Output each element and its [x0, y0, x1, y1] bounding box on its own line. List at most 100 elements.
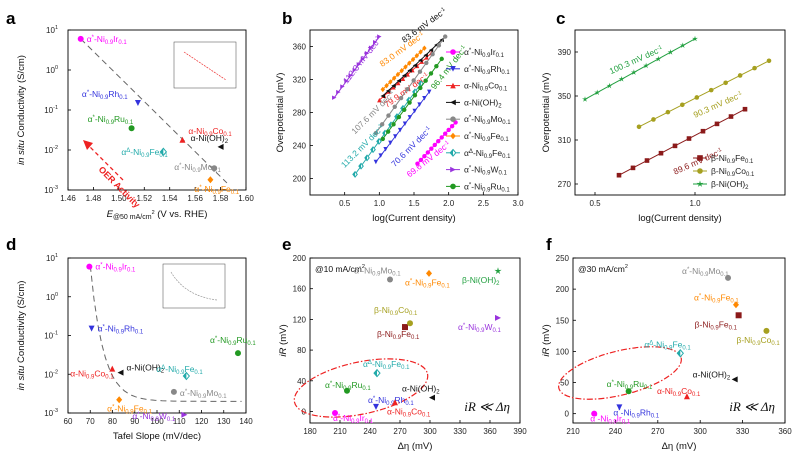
marker-fill: [358, 163, 362, 169]
panel-c-y-tick-label: 310: [558, 136, 572, 145]
panel-a-x-tick-label: 1.48: [86, 194, 102, 203]
series-point-Ni: [412, 63, 418, 68]
series-point-Mo: [386, 113, 391, 118]
series-point-Fe: [380, 86, 385, 93]
series-point-Rh: [373, 159, 379, 165]
panel-a-x-tick-label: 1.46: [60, 194, 76, 203]
panel-d-x-tick-label: 70: [86, 417, 95, 426]
series-point-W: [360, 56, 366, 61]
series-point-Fe_cyan: [358, 162, 364, 170]
panel-d-y-tick-label: 101: [46, 253, 58, 263]
point-Ir: [86, 263, 93, 270]
series-point-W: [377, 34, 382, 39]
series-point-Co: [405, 72, 410, 77]
panel-e-x-tick-label: 300: [423, 427, 437, 436]
label-Ni: α-Ni(OH)2: [127, 363, 165, 375]
marker-fill: [370, 146, 374, 153]
label-Mo: α*-Ni0.9Mo0.1: [174, 162, 221, 174]
panel-e-y-tick-label: 160: [293, 285, 307, 294]
panel-d-x-tick-label: 80: [108, 417, 117, 426]
panel-f-y-tick-label: 250: [556, 254, 570, 263]
series-point-W: [348, 73, 353, 78]
series-point-Ru: [380, 136, 385, 142]
label-Mo: α*-Ni0.9Mo0.1: [180, 388, 227, 400]
series-point-Ru: [423, 78, 428, 83]
series-point-Ru: [396, 114, 402, 120]
series-point-W: [373, 39, 378, 45]
point-Mo: [387, 276, 393, 283]
marker-fill: [677, 349, 681, 357]
panel-letter-e: e: [282, 235, 291, 254]
point-Co: [392, 399, 398, 406]
label-Co: α-Ni0.9Co0.1: [70, 369, 114, 381]
series-point-Ni: [439, 37, 444, 43]
series-point-Rh: [397, 127, 403, 133]
series-point-Mo: [379, 122, 385, 127]
panel-f: f 210 240 270 300 330 360 0 50 100 150 200 250 Δη (mV…: [541, 235, 792, 452]
series-point-Fe: [388, 79, 393, 85]
series-point-Co: [377, 97, 382, 103]
series-point-Ni: [391, 83, 396, 88]
label-Fe: α*-Ni0.9Fe0.1: [194, 184, 239, 196]
series-point-Ir: [443, 131, 448, 136]
panel-a-xlabel: E@50 mA/cm2 (V vs. RHE): [107, 209, 208, 221]
label-Co: α-Ni0.9Co0.1: [657, 386, 701, 398]
label-W: α*-Ni0.9W0.1: [458, 322, 502, 334]
point-Ni: [731, 376, 738, 383]
series-point-Ni: [407, 68, 412, 73]
series-point-bCo: [723, 80, 728, 86]
panel-a-x-tick-label: 1.60: [238, 194, 254, 203]
panel-d-y-tick-label: 10-2: [44, 369, 58, 379]
panel-f-y-tick-label: 50: [560, 379, 569, 388]
label-Rh: α*-Ni0.9Rh0.1: [82, 89, 128, 101]
series-point-Ir: [429, 146, 434, 151]
point-Rh: [373, 403, 379, 410]
panel-b-x-tick-label: 3.0: [512, 199, 524, 208]
label-Rh: α*-Ni0.9Rh0.1: [98, 324, 144, 336]
panel-b-x-tick-label: 2.5: [478, 199, 490, 208]
legend-marker: [450, 132, 456, 140]
panel-a-y-tick-label: 10-2: [44, 145, 58, 155]
series-point-Mo: [411, 78, 416, 83]
point-Mo: [170, 388, 177, 395]
point-Fe: [116, 396, 123, 404]
point-Mo: [725, 274, 732, 281]
marker-fill: [382, 130, 386, 136]
series-point-W: [352, 67, 357, 73]
series-point-Ru: [418, 85, 423, 91]
panel-b-x-tick-label: 1.5: [408, 199, 420, 208]
series-point-Ru: [391, 122, 396, 127]
label-Co: α-Ni0.9Co0.1: [387, 406, 431, 418]
legend-marker: [450, 99, 456, 106]
point-Fe: [207, 176, 214, 184]
series-point-Fe: [384, 82, 389, 89]
series-point-Mo: [417, 69, 423, 74]
panel-letter-a: a: [6, 9, 16, 28]
panel-c-y-tick-label: 350: [558, 92, 572, 101]
series-point-Fe: [403, 64, 408, 70]
panel-b-ylabel: Overpotential (mV): [275, 73, 286, 153]
marker-fill: [450, 149, 453, 157]
point-bFe: [402, 324, 408, 331]
legend-label: α*-Ni0.9Rh0.1: [464, 64, 510, 76]
series-point-Ir: [422, 153, 427, 159]
plot-frame: [309, 257, 521, 424]
panel-f-x-tick-label: 360: [778, 427, 792, 436]
series-point-Fe: [414, 52, 420, 59]
series-point-bNi: [618, 76, 625, 82]
series-point-Ru: [428, 71, 434, 76]
series-point-Fe: [422, 45, 427, 51]
panel-e-condition: @10 mA/cm2: [315, 264, 365, 274]
series-point-Mo: [392, 104, 397, 110]
series-point-Fe: [399, 67, 404, 74]
panel-a-y-tick-label: 100: [46, 65, 58, 75]
series-point-Fe_cyan: [352, 170, 358, 178]
panel-a-x-tick-label: 1.54: [162, 194, 178, 203]
panel-f-x-tick-label: 210: [566, 427, 580, 436]
point-Fe_cyan: [182, 371, 191, 381]
series-point-bFe: [728, 114, 734, 119]
series-point-Ir: [432, 142, 437, 148]
panel-d-inset-curve: [170, 271, 218, 301]
series-point-Fe: [410, 56, 416, 63]
legend-marker: [450, 116, 456, 122]
